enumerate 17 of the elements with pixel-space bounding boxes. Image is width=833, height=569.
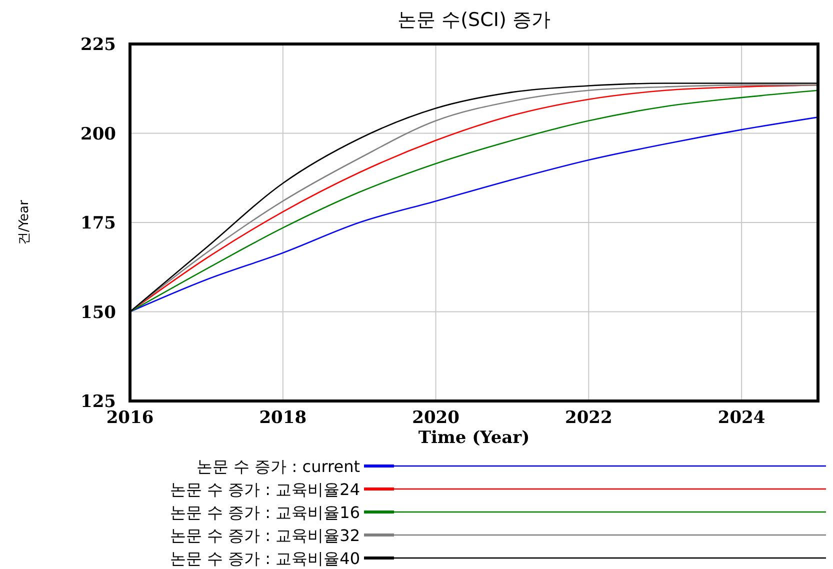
x-tick-label: 2020	[412, 408, 460, 428]
legend-label: 논문 수 증가 : 교육비율32	[170, 526, 360, 545]
x-tick-label: 2018	[259, 408, 307, 428]
x-tick-label: 2024	[718, 408, 766, 428]
y-tick-label: 200	[80, 124, 116, 144]
chart-title: 논문 수(SCI) 증가	[398, 9, 550, 31]
legend-label: 논문 수 증가 : 교육비율16	[170, 503, 360, 522]
y-tick-label: 175	[80, 214, 116, 234]
x-axis-title: Time (Year)	[418, 428, 530, 448]
legend-label: 논문 수 증가 : current	[196, 457, 360, 476]
y-tick-label: 150	[80, 302, 116, 323]
legend-label: 논문 수 증가 : 교육비율40	[170, 549, 360, 568]
y-tick-label: 225	[80, 35, 116, 55]
x-tick-label: 2016	[106, 408, 154, 428]
y-axis-title: 건/Year	[17, 199, 32, 245]
legend-label: 논문 수 증가 : 교육비율24	[170, 480, 360, 499]
x-tick-label: 2022	[565, 408, 612, 428]
